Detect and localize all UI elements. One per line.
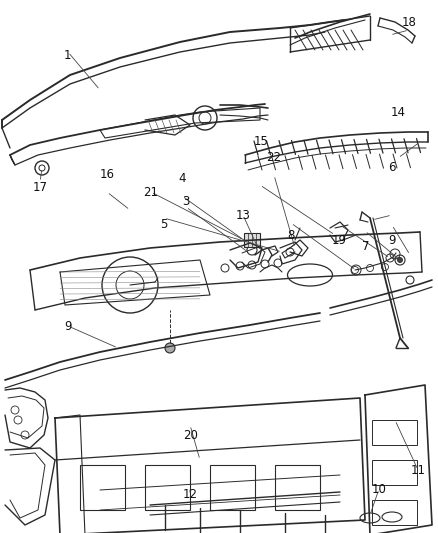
Text: 20: 20 <box>183 430 198 442</box>
Text: 16: 16 <box>100 168 115 181</box>
Text: 19: 19 <box>332 235 347 247</box>
Text: 6: 6 <box>388 161 396 174</box>
Bar <box>145 465 190 510</box>
Text: 22: 22 <box>266 151 281 164</box>
Text: 12: 12 <box>183 488 198 501</box>
Text: 3: 3 <box>183 195 190 208</box>
Text: 8: 8 <box>288 229 295 242</box>
Bar <box>244 233 260 247</box>
Text: 18: 18 <box>402 16 417 29</box>
Text: 9: 9 <box>388 235 396 247</box>
Text: 5: 5 <box>161 219 168 231</box>
Bar <box>372 500 417 525</box>
Text: 11: 11 <box>411 464 426 477</box>
Text: 14: 14 <box>390 107 405 119</box>
Bar <box>210 465 255 510</box>
Bar <box>372 460 417 485</box>
Circle shape <box>165 343 175 353</box>
Bar <box>80 465 125 510</box>
Circle shape <box>398 257 403 262</box>
Text: 21: 21 <box>144 187 159 199</box>
Bar <box>275 465 320 510</box>
Text: 17: 17 <box>33 181 48 194</box>
Bar <box>372 420 417 445</box>
Text: 13: 13 <box>236 209 251 222</box>
Text: 4: 4 <box>178 172 186 185</box>
Text: 7: 7 <box>362 240 370 253</box>
Text: 15: 15 <box>253 135 268 148</box>
Text: 9: 9 <box>64 320 72 333</box>
Text: 10: 10 <box>371 483 386 496</box>
Text: 1: 1 <box>64 50 72 62</box>
